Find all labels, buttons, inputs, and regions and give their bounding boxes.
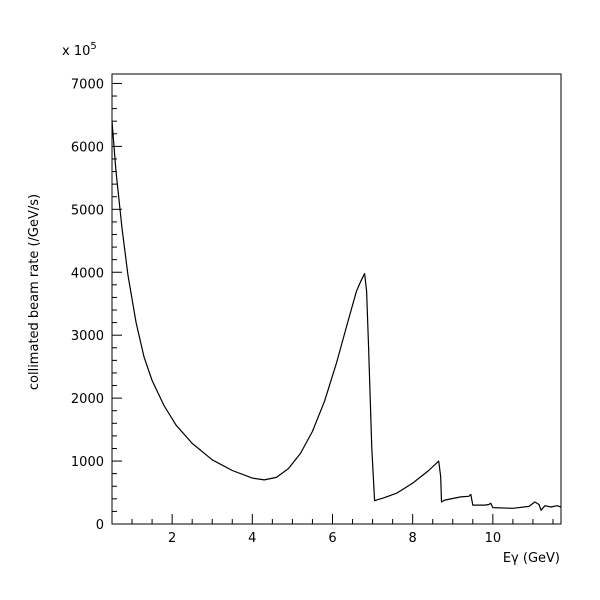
x-tick-label: 2	[168, 531, 176, 546]
series-line	[111, 121, 562, 511]
x-tick-label: 6	[328, 531, 336, 546]
y-axis-label: collimated beam rate (/GeV/s)	[27, 194, 42, 390]
ticks-layer	[111, 82, 554, 525]
x-tick-label: 10	[485, 531, 502, 546]
tick-labels-layer: 0 1000 2000 3000 4000 5000 6000 7000 2 4 6 8 10	[71, 77, 501, 546]
y-tick-label: 1000	[71, 455, 104, 470]
x-tick-label: 4	[248, 531, 256, 546]
y-tick-label: 3000	[71, 329, 104, 344]
multiplier-base: x 10	[62, 44, 90, 59]
multiplier-exponent: 5	[90, 41, 96, 52]
x-axis-label: Eγ (GeV)	[503, 551, 560, 566]
y-tick-label: 4000	[71, 266, 104, 281]
x-tick-label: 8	[409, 531, 417, 546]
y-tick-label: 7000	[71, 77, 104, 92]
y-tick-label: 2000	[71, 392, 104, 407]
y-tick-label: 5000	[71, 203, 104, 218]
y-tick-label: 0	[96, 518, 104, 533]
y-tick-label: 6000	[71, 140, 104, 155]
plot-frame	[111, 73, 562, 525]
multiplier-label: x 105	[62, 41, 97, 59]
